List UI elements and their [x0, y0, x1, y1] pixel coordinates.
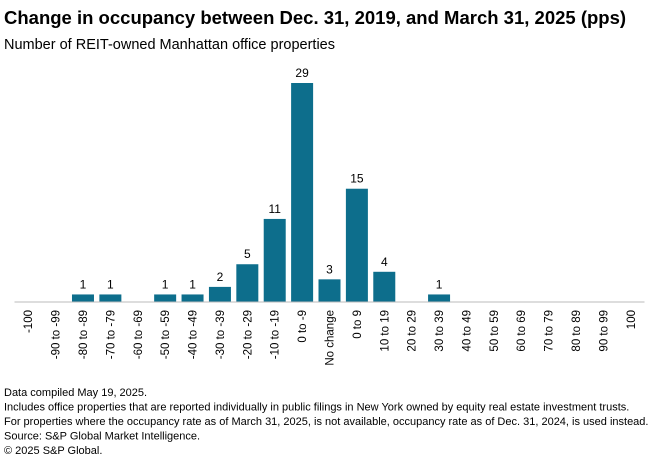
value-label: 1	[436, 277, 443, 291]
x-tick-label: -20 to -29	[242, 310, 254, 359]
x-tick-label: 60 to 69	[516, 310, 528, 352]
value-label: 11	[268, 202, 281, 216]
chart-subtitle: Number of REIT-owned Manhattan office pr…	[4, 37, 335, 53]
note: For properties where the occupancy rate …	[4, 416, 648, 428]
x-tick-label: 10 to 19	[379, 310, 391, 352]
x-tick-label: 20 to 29	[407, 310, 419, 352]
bar	[345, 188, 368, 302]
value-label: 5	[244, 247, 251, 261]
note: Includes office properties that are repo…	[4, 402, 629, 414]
value-label: 1	[162, 277, 169, 291]
value-label: 29	[295, 66, 309, 80]
bar	[373, 271, 396, 302]
value-label: 4	[381, 255, 388, 269]
x-tick-label: -30 to -39	[215, 310, 227, 359]
chart-title: Change in occupancy between Dec. 31, 201…	[4, 7, 626, 28]
x-tick-label: 40 to 49	[461, 310, 473, 352]
bar	[99, 294, 122, 302]
bar	[263, 218, 286, 302]
bar	[318, 279, 341, 302]
x-tick-label: -50 to -59	[160, 310, 172, 359]
value-label: 2	[217, 270, 224, 284]
x-tick-label: 30 to 39	[434, 310, 446, 352]
note: Source: S&P Global Market Intelligence.	[4, 431, 200, 443]
bar	[154, 294, 177, 302]
value-label: 1	[189, 277, 196, 291]
bar	[181, 294, 204, 302]
x-tick-label: 80 to 89	[571, 310, 583, 352]
note: Data compiled May 19, 2025.	[4, 387, 147, 399]
x-tick-label: 90 to 99	[598, 310, 610, 352]
bar	[291, 83, 314, 302]
value-label: 1	[107, 277, 114, 291]
x-tick-label: 100	[626, 310, 638, 329]
value-label: 1	[80, 277, 87, 291]
x-tick-label: -90 to -99	[51, 310, 63, 359]
x-tick-label: 0 to 9	[352, 310, 364, 339]
value-label: 3	[326, 262, 333, 276]
x-tick-label: -40 to -49	[188, 310, 200, 359]
x-tick-label: -100	[23, 310, 35, 333]
bar	[208, 286, 231, 302]
bar	[71, 294, 94, 302]
x-tick-label: No change	[325, 310, 337, 366]
x-tick-label: -10 to -19	[270, 310, 282, 359]
bar	[236, 264, 259, 302]
x-tick-label: 0 to -9	[297, 310, 309, 343]
x-tick-label: -60 to -69	[133, 310, 145, 359]
x-tick-label: 70 to 79	[544, 310, 556, 352]
x-tick-label: 50 to 59	[489, 310, 501, 352]
x-tick-label: -80 to -89	[78, 310, 90, 359]
bar	[428, 294, 451, 302]
x-tick-label: -70 to -79	[105, 310, 117, 359]
value-label: 15	[350, 172, 364, 186]
note: © 2025 S&P Global.	[4, 445, 102, 457]
